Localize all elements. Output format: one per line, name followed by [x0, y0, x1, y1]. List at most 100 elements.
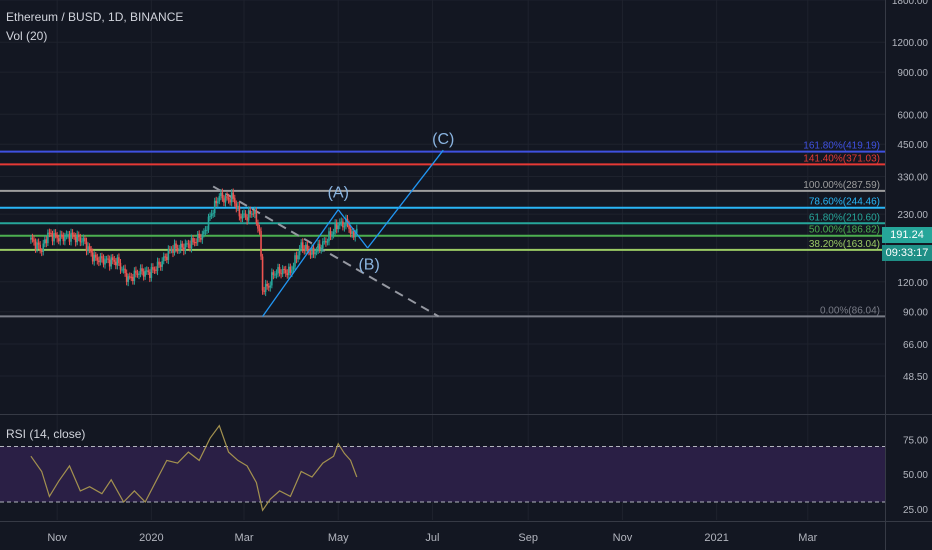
candle-body [229, 199, 231, 203]
time-axis-tick: Nov [613, 532, 633, 544]
candle-body [190, 237, 193, 249]
candle-body [164, 256, 167, 258]
candle-body [332, 232, 335, 235]
candle-body [257, 222, 259, 229]
wave-label: (A) [328, 184, 349, 201]
candle-body [113, 260, 116, 262]
rsi-band [0, 446, 885, 502]
candle-body [73, 234, 75, 237]
rsi-axis-tick: 75.00 [903, 436, 928, 447]
candle-body [176, 248, 179, 251]
candle-body [30, 237, 32, 240]
price-axis-tick: 1200.00 [892, 38, 929, 49]
candle-body [281, 268, 284, 275]
candle-body [331, 234, 333, 237]
candle-body [182, 247, 185, 251]
price-axis-tick: 1800.00 [892, 0, 929, 7]
candle-body [195, 242, 197, 244]
candle-body [77, 234, 80, 238]
candle-body [147, 270, 150, 273]
rsi-label: RSI (14, close) [6, 427, 86, 441]
candle-body [317, 243, 319, 250]
dashed-trend-line [212, 185, 440, 318]
time-axis-tick: 2021 [704, 532, 728, 544]
candle-body [139, 268, 142, 274]
candle-body [40, 250, 43, 252]
candle-body [215, 200, 218, 204]
candle-body [93, 254, 96, 262]
candle-body [34, 241, 37, 250]
candle-body [258, 228, 261, 232]
candle-body [203, 231, 205, 235]
candle-body [31, 237, 34, 240]
candle-body [173, 243, 176, 253]
candle-body [124, 268, 126, 274]
candle-body [85, 241, 88, 252]
candle-body [70, 232, 72, 242]
candle-body [291, 269, 293, 273]
fib-level-label: 50.00%(186.82) [809, 225, 880, 236]
candle-body [294, 255, 296, 267]
candle-body [122, 268, 125, 270]
candle-body [325, 241, 327, 243]
candle-body [37, 242, 40, 245]
candle-body [186, 243, 188, 245]
candle-body [71, 232, 74, 235]
candle-body [288, 266, 290, 276]
candle-body [67, 234, 69, 236]
candle-body [111, 257, 114, 261]
candle-body [343, 226, 346, 228]
candle-body [121, 269, 123, 271]
candle-body [116, 257, 119, 266]
candle-body [271, 272, 273, 286]
candle-body [226, 196, 228, 198]
candle-body [345, 218, 347, 227]
candle-body [118, 257, 120, 263]
candle-body [306, 244, 309, 250]
price-axis-tick: 900.00 [897, 68, 928, 79]
candle-body [212, 213, 214, 215]
price-axis-tick: 120.00 [897, 278, 928, 289]
candle-body [50, 232, 52, 234]
candle-body [91, 252, 94, 262]
candle-body [284, 269, 287, 274]
candle-body [59, 234, 62, 242]
candle-body [337, 225, 340, 230]
candle-body [218, 196, 221, 202]
candle-body [315, 249, 318, 253]
candle-body [204, 230, 207, 232]
fib-level-label: 141.40%(371.03) [803, 153, 880, 164]
volume-label: Vol (20) [6, 29, 48, 43]
candle-body [260, 231, 262, 257]
candle-body [167, 249, 170, 261]
candle-body [210, 213, 213, 216]
candle-body [326, 241, 329, 243]
candle-body [233, 198, 236, 204]
candle-body [246, 217, 248, 221]
candle-body [125, 273, 128, 282]
candle-body [150, 267, 153, 278]
candle-body [161, 261, 163, 267]
candle-body [68, 234, 71, 242]
fib-level-label: 78.60%(244.46) [809, 197, 880, 208]
candle-body [267, 286, 270, 288]
candle-body [261, 256, 264, 291]
candle-body [79, 237, 82, 243]
candle-body [224, 196, 227, 203]
price-axis-tick: 48.50 [903, 372, 928, 383]
candle-body [221, 192, 224, 199]
candle-body [179, 243, 182, 250]
candle-body [275, 273, 278, 275]
candle-body [354, 233, 357, 238]
candle-body [289, 266, 292, 273]
candle-body [254, 210, 256, 214]
candle-body [108, 259, 111, 267]
candle-body [33, 239, 35, 242]
candle-body [144, 270, 146, 277]
candle-body [292, 266, 295, 270]
candle-body [305, 244, 307, 251]
candle-body [264, 283, 267, 292]
wave-label: (B) [358, 257, 379, 274]
candle-body [169, 249, 171, 251]
